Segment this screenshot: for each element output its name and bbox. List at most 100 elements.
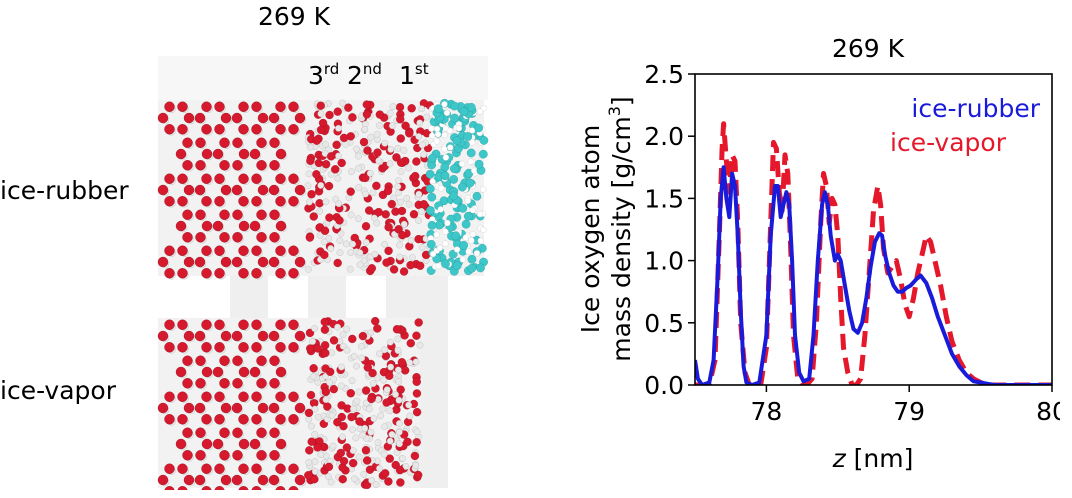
hydrogen-atom	[367, 133, 375, 141]
hydrogen-atom	[418, 244, 426, 251]
hydrogen-atom	[326, 379, 333, 386]
oxygen-atom	[288, 196, 299, 207]
hydrogen-atom	[334, 323, 341, 331]
hydrogen-atom	[320, 238, 328, 246]
oxygen-atom	[201, 245, 212, 256]
oxygen-atom	[201, 173, 212, 184]
oxygen-atom	[269, 209, 280, 220]
hydrogen-atom	[464, 197, 471, 204]
oxygen-atom	[177, 342, 188, 353]
oxygen-atom	[212, 366, 224, 378]
hydrogen-atom	[351, 475, 358, 483]
oxygen-atom	[269, 355, 280, 366]
hydrogen-atom	[441, 131, 448, 139]
oxygen-atom	[349, 458, 358, 468]
oxygen-atom	[396, 478, 405, 487]
carbon-atom	[427, 221, 437, 230]
oxygen-atom	[219, 427, 230, 438]
x-tick-label: 79	[893, 397, 925, 426]
hydrogen-atom	[366, 169, 374, 177]
oxygen-atom	[348, 113, 357, 122]
carbon-atom	[448, 249, 458, 259]
oxygen-atom	[321, 387, 331, 397]
oxygen-atom	[238, 391, 249, 402]
oxygen-atom	[275, 486, 286, 490]
oxygen-atom	[410, 451, 420, 461]
oxygen-atom	[400, 366, 410, 375]
row-label-ice-rubber: ice-rubber	[0, 176, 129, 205]
oxygen-atom	[251, 101, 262, 112]
hydrogen-atom	[377, 412, 385, 420]
hydrogen-atom	[418, 207, 425, 215]
oxygen-atom	[249, 220, 261, 232]
oxygen-atom	[382, 258, 391, 267]
hydrogen-atom	[365, 405, 373, 413]
oxygen-atom	[327, 152, 336, 161]
hydrogen-atom	[362, 190, 369, 198]
layer-label-1st: 1st	[399, 60, 429, 90]
oxygen-atom	[381, 210, 390, 219]
oxygen-atom	[157, 474, 169, 486]
oxygen-atom	[305, 233, 315, 242]
hydrogen-atom	[468, 127, 476, 134]
oxygen-atom	[288, 101, 299, 112]
oxygen-atom	[338, 475, 347, 484]
hydrogen-atom	[332, 195, 340, 203]
oxygen-atom	[275, 391, 286, 402]
carbon-atom	[433, 104, 443, 114]
hydrogen-atom	[412, 358, 420, 366]
hydrogen-atom	[375, 157, 383, 165]
hydrogen-atom	[379, 405, 387, 413]
hydrogen-atom	[311, 430, 319, 438]
top-strip	[158, 56, 488, 100]
oxygen-atom	[201, 414, 212, 425]
oxygen-atom	[275, 101, 286, 112]
oxygen-atom	[219, 450, 230, 461]
oxygen-atom	[367, 264, 376, 273]
oxygen-atom	[333, 258, 342, 268]
hydrogen-atom	[381, 346, 388, 354]
oxygen-atom	[361, 446, 371, 455]
hydrogen-atom	[383, 386, 391, 394]
oxygen-atom	[294, 112, 306, 124]
hydrogen-atom	[391, 230, 398, 238]
carbon-atom	[425, 184, 435, 194]
oxygen-atom	[321, 160, 331, 169]
oxygen-atom	[367, 394, 376, 404]
x-tick-label: 78	[750, 397, 782, 426]
oxygen-atom	[310, 475, 319, 484]
oxygen-atom	[374, 207, 383, 217]
oxygen-atom	[288, 463, 299, 474]
hydrogen-atom	[360, 257, 368, 265]
oxygen-atom	[275, 438, 287, 450]
oxygen-atom	[313, 443, 322, 452]
hydrogen-atom	[381, 240, 389, 248]
carbon-atom	[440, 171, 450, 181]
oxygen-atom	[397, 158, 406, 167]
oxygen-atom	[231, 256, 243, 268]
carbon-atom	[463, 132, 473, 141]
hydrogen-atom	[376, 122, 383, 129]
oxygen-atom	[316, 101, 325, 110]
carbon-atom	[441, 259, 450, 269]
hydrogen-atom	[381, 139, 389, 147]
oxygen-atom	[164, 268, 175, 279]
hydrogen-atom	[305, 265, 312, 273]
oxygen-atom	[373, 324, 382, 333]
hydrogen-atom	[309, 373, 317, 380]
oxygen-atom	[269, 427, 280, 438]
hydrogen-atom	[394, 347, 402, 354]
oxygen-atom	[339, 133, 349, 143]
oxygen-atom	[275, 196, 286, 207]
oxygen-atom	[183, 256, 195, 268]
oxygen-atom	[201, 101, 212, 112]
oxygen-atom	[320, 226, 330, 235]
oxygen-atom	[316, 125, 326, 135]
hydrogen-atom	[328, 412, 336, 419]
hydrogen-atom	[442, 240, 449, 247]
hydrogen-atom	[416, 341, 424, 349]
hydrogen-atom	[337, 229, 345, 237]
left-panel-title: 269 K	[258, 2, 331, 31]
hydrogen-atom	[346, 265, 354, 273]
hydrogen-atom	[358, 354, 365, 362]
